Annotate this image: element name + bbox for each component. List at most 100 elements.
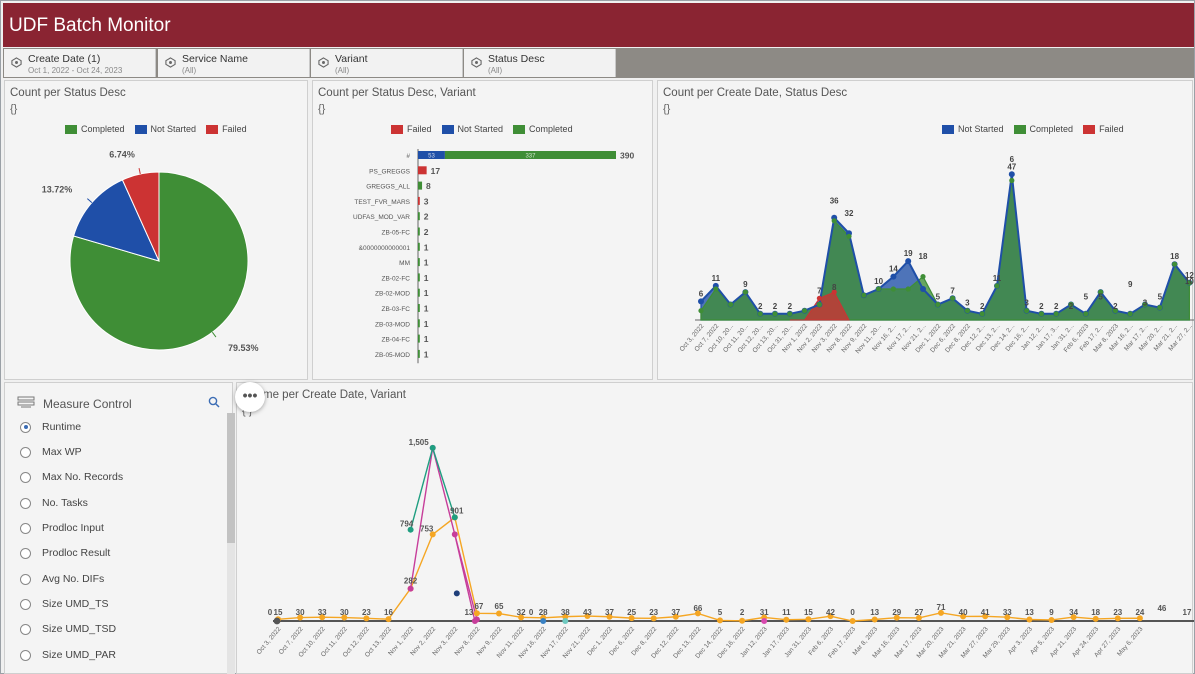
- runtime-point: [982, 613, 989, 620]
- runtime-point-label: 1,505: [409, 438, 430, 447]
- area-point-label: 9: [1128, 280, 1133, 289]
- area-point: [876, 286, 882, 292]
- bar-category-label: ZB-03-FC: [381, 306, 410, 313]
- legend-item[interactable]: Completed: [65, 124, 125, 134]
- bar-chart: #390 53 337 PS_GREGGS 17 GREGGS_ALL 8 TEST_FVR_…: [353, 149, 634, 364]
- runtime-point: [827, 613, 834, 620]
- pie-legend: Completed Not Started Failed: [65, 124, 247, 134]
- area-point: [1127, 311, 1133, 317]
- more-options-button[interactable]: •••: [235, 382, 265, 412]
- measure-option-runtime[interactable]: Runtime: [20, 421, 81, 433]
- bar-total-label: 2: [424, 212, 429, 222]
- measure-option-size-umd-ts[interactable]: Size UMD_TS: [20, 598, 109, 610]
- filter-service-name[interactable]: Service Name (All): [158, 49, 310, 77]
- area-point: [787, 311, 793, 317]
- legend-item[interactable]: Failed: [391, 124, 432, 134]
- legend-item[interactable]: Not Started: [441, 124, 503, 134]
- area-chart-panel[interactable]: Count per Create Date, Status Desc {} No…: [657, 80, 1194, 380]
- filter-variant[interactable]: Variant (All): [311, 49, 463, 77]
- pie-chart-panel[interactable]: Count per Status Desc {} Completed Not S…: [4, 80, 308, 380]
- radio-button[interactable]: [20, 623, 31, 635]
- runtime-point-label: 30: [296, 608, 305, 617]
- legend-item[interactable]: Not Started: [942, 124, 1004, 134]
- panel-title: me per Create Date, Variant: [263, 389, 406, 401]
- legend-item[interactable]: Completed: [1013, 124, 1073, 134]
- area-point-label: 6: [1010, 155, 1015, 164]
- radio-button[interactable]: [20, 598, 31, 610]
- bar-total-label: 390: [620, 151, 634, 161]
- measure-option-label: Prodloc Input: [42, 522, 104, 534]
- measure-option-avg-no-difs[interactable]: Avg No. DIFs: [20, 573, 104, 585]
- runtime-point: [1092, 615, 1099, 622]
- radio-button[interactable]: [20, 547, 31, 559]
- measure-option-max-no-records[interactable]: Max No. Records: [20, 471, 123, 483]
- runtime-point-label: 23: [1113, 608, 1122, 617]
- panel-title: Count per Create Date, Status Desc: [663, 87, 848, 99]
- radio-button[interactable]: [20, 471, 31, 483]
- panel-title: Count per Status Desc, Variant: [318, 87, 476, 99]
- runtime-point: [1004, 614, 1011, 621]
- pie-slice-label: 6.74%: [109, 149, 135, 159]
- bar-inner-label: 337: [525, 154, 536, 160]
- scrollbar-thumb[interactable]: [227, 413, 235, 543]
- area-point: [816, 301, 822, 308]
- measure-option-prodloc-result[interactable]: Prodloc Result: [20, 547, 110, 559]
- radio-button[interactable]: [20, 649, 31, 661]
- legend-item[interactable]: Failed: [206, 124, 247, 134]
- runtime-point-label: 33: [1003, 608, 1012, 617]
- runtime-point: [562, 613, 569, 620]
- area-point-label: 5: [1158, 293, 1163, 302]
- runtime-point: [1070, 614, 1077, 621]
- area-point-label: 2: [980, 302, 985, 311]
- measure-option-size-umd-tsd[interactable]: Size UMD_TSD: [20, 623, 116, 635]
- legend-item[interactable]: Not Started: [134, 124, 196, 134]
- legend-swatch: [206, 124, 219, 134]
- search-icon[interactable]: [208, 396, 220, 408]
- radio-button[interactable]: [20, 446, 31, 458]
- pie-leader-line: [87, 198, 93, 203]
- runtime-point: [363, 615, 370, 622]
- runtime-point: [341, 614, 348, 621]
- measure-option-max-wp[interactable]: Max WP: [20, 446, 82, 458]
- runtime-point: [297, 614, 304, 621]
- measure-option-size-umd-par[interactable]: Size UMD_PAR: [20, 649, 116, 661]
- radio-button[interactable]: [20, 421, 31, 433]
- legend-swatch: [441, 124, 454, 134]
- radio-button[interactable]: [20, 522, 31, 534]
- measure-option-no-tasks[interactable]: No. Tasks: [20, 497, 88, 509]
- runtime-point-label: 0: [529, 608, 534, 617]
- area-point-label: 3: [1143, 299, 1148, 308]
- runtime-point: [915, 614, 922, 621]
- filter-create-date[interactable]: Create Date (1) Oct 1, 2022 - Oct 24, 20…: [4, 49, 156, 77]
- area-point-label: 2: [1039, 302, 1044, 311]
- filter-status-desc[interactable]: Status Desc (All): [464, 49, 616, 77]
- bar-segment: [418, 334, 420, 343]
- area-point: [1186, 280, 1192, 286]
- legend-item[interactable]: Completed: [513, 124, 573, 134]
- bar-chart-panel[interactable]: Count per Status Desc, Variant {} Failed…: [312, 80, 653, 380]
- area-point: [698, 308, 704, 314]
- area-point: [713, 286, 719, 292]
- filter-value: Oct 1, 2022 - Oct 24, 2023: [28, 66, 123, 75]
- bar-total-label: 1: [424, 319, 429, 329]
- runtime-chart-panel[interactable]: me per Create Date, Variant { } 01530333…: [236, 382, 1194, 674]
- runtime-point: [1136, 615, 1143, 622]
- area-point: [802, 308, 808, 314]
- bar-total-label: 1: [424, 334, 429, 344]
- radio-button[interactable]: [20, 573, 31, 585]
- measure-option-prodloc-input[interactable]: Prodloc Input: [20, 522, 104, 534]
- area-point: [698, 298, 704, 305]
- area-point-label: 11: [712, 274, 721, 283]
- radio-button[interactable]: [20, 497, 31, 509]
- legend-item[interactable]: Failed: [1083, 124, 1124, 134]
- area-point: [964, 308, 970, 314]
- measure-option-label: Size UMD_TSD: [42, 623, 117, 635]
- area-line-not-started: [700, 174, 1191, 316]
- scrollbar-track[interactable]: [227, 413, 235, 674]
- area-point: [905, 286, 911, 292]
- runtime-point: [805, 616, 812, 623]
- bar-category-label: &0000000000001: [359, 245, 411, 252]
- measure-option-label: Prodloc Result: [42, 547, 111, 559]
- bar-total-label: 2: [424, 227, 429, 237]
